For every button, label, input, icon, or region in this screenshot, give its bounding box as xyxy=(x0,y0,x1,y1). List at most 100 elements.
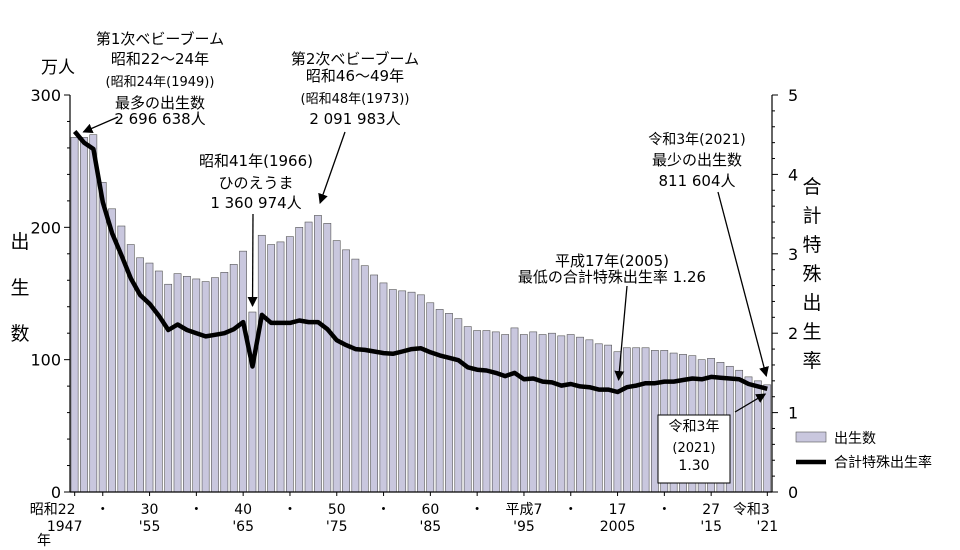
bar-1997 xyxy=(538,334,547,493)
right-axis-label-char: 特 xyxy=(802,234,821,256)
annotation-lowest-tfr-line: 最低の合計特殊出生率 1.26 xyxy=(518,268,706,286)
right-tick-label-1: 1 xyxy=(788,404,798,423)
x-tick-label-1980: ・ xyxy=(377,502,391,518)
left-tick-label-0: 0 xyxy=(51,483,61,502)
x-tick-label-1995: 平成7 xyxy=(505,502,542,518)
bar-2004 xyxy=(604,344,612,493)
right-axis-label-char: 率 xyxy=(802,350,821,372)
bar-1980 xyxy=(379,282,388,493)
right-tick-label-4: 4 xyxy=(788,165,798,184)
bar-2003 xyxy=(594,343,603,493)
bar-1947 xyxy=(70,137,79,493)
right-axis-label-char: 出 xyxy=(802,292,821,314)
bar-1977 xyxy=(351,258,360,493)
annotation-tfr-2021-line: (2021) xyxy=(672,441,715,456)
annotation-hinoeuma-line: ひのえうま xyxy=(218,174,293,192)
bar-1983 xyxy=(407,291,416,493)
x-tick-label-1990: ・ xyxy=(470,502,484,518)
bar-1967 xyxy=(257,234,266,493)
annotation-hinoeuma-line: 1 360 974人 xyxy=(210,194,301,212)
bar-1987 xyxy=(445,313,453,493)
bar-1959 xyxy=(183,275,191,493)
right-axis-label-char: 計 xyxy=(802,205,821,227)
bar-1955 xyxy=(145,262,154,493)
left-axis-label-char: 出 xyxy=(10,231,29,253)
bar-1950 xyxy=(98,182,107,493)
annotation-tfr-2021-line: 令和3年 xyxy=(669,419,720,435)
x-tick-label-2021: 令和3 xyxy=(733,502,770,518)
bar-1991 xyxy=(482,330,491,493)
bar-1949 xyxy=(89,134,98,493)
bar-2018 xyxy=(735,369,744,493)
bar-1973 xyxy=(314,215,322,493)
bar-2000 xyxy=(566,334,575,493)
annotation-second-boom-line: 2 091 983人 xyxy=(309,110,400,128)
x-tick-label-1970: ・ xyxy=(283,502,297,518)
x-tick-label-1985: 60 xyxy=(421,502,439,518)
bar-2005 xyxy=(613,351,622,493)
bar-1979 xyxy=(370,274,378,493)
bar-1966 xyxy=(248,311,257,493)
annotation-lowest-tfr-line: 平成17年(2005) xyxy=(555,252,669,270)
bar-1963 xyxy=(220,272,229,493)
annotation-tfr-2021-line: 1.30 xyxy=(678,458,709,474)
x-tick-sublabel-1975: '75 xyxy=(326,519,348,535)
bar-1948 xyxy=(80,137,88,493)
x-tick-label-1955: 30 xyxy=(141,502,159,518)
bar-1981 xyxy=(388,289,397,493)
bar-1956 xyxy=(154,270,163,493)
bar-2001 xyxy=(576,336,584,493)
bar-1968 xyxy=(267,244,276,493)
bar-2019 xyxy=(744,376,753,493)
right-axis-label-char: 生 xyxy=(802,321,821,343)
bar-1985 xyxy=(426,302,435,493)
bar-1998 xyxy=(548,332,556,493)
x-tick-label-1960: ・ xyxy=(189,502,203,518)
arrow-first-boom xyxy=(82,116,119,134)
x-tick-label-1947: 昭和22 xyxy=(30,502,76,518)
legend-label-births: 出生数 xyxy=(834,431,876,447)
bar-1965 xyxy=(239,250,247,493)
x-tick-label-1950: ・ xyxy=(96,502,110,518)
bar-1958 xyxy=(173,273,182,493)
right-tick-label-2: 2 xyxy=(788,324,798,343)
bar-1971 xyxy=(295,227,304,493)
annotation-box-2021 xyxy=(657,414,731,484)
right-tick-label-5: 5 xyxy=(788,86,798,105)
x-tick-label-2010: ・ xyxy=(657,502,671,518)
bar-2006 xyxy=(622,347,631,493)
left-tick-label-200: 200 xyxy=(30,218,61,237)
arrow-lowest-tfr xyxy=(614,285,628,381)
bar-1961 xyxy=(201,281,210,493)
right-tick-label-0: 0 xyxy=(788,483,798,502)
bar-1976 xyxy=(342,249,350,493)
x-tick-sublabel-2015: '15 xyxy=(700,519,722,535)
annotation-second-boom-line: (昭和48年(1973)) xyxy=(301,92,410,107)
bar-2009 xyxy=(651,350,659,493)
bar-1974 xyxy=(323,223,332,493)
annotation-fewest-births-line: 最少の出生数 xyxy=(652,151,742,169)
arrow-fewest-births xyxy=(717,191,769,377)
x-tick-sublabel-1985: '85 xyxy=(420,519,442,535)
bar-1986 xyxy=(435,309,444,493)
right-axis-label-char: 殊 xyxy=(802,263,821,285)
annotation-first-boom-line: (昭和24年(1949)) xyxy=(106,75,215,90)
x-tick-sublabel-1947: 1947 xyxy=(47,519,83,535)
bar-1978 xyxy=(360,265,369,493)
bar-2007 xyxy=(632,347,641,493)
bar-1962 xyxy=(211,277,219,493)
bar-1970 xyxy=(285,236,294,493)
bar-1993 xyxy=(501,334,510,493)
arrow-second-boom xyxy=(318,131,346,204)
legend-bar-swatch xyxy=(795,431,827,443)
bar-1969 xyxy=(276,241,285,493)
x-tick-sublabel-1995: '95 xyxy=(513,519,535,535)
annotation-fewest-births-line: 令和3年(2021) xyxy=(648,132,745,148)
right-tick-label-3: 3 xyxy=(788,245,798,264)
left-tick-label-100: 100 xyxy=(30,351,61,370)
left-axis-label-char: 生 xyxy=(10,277,29,299)
annotation-second-boom-line: 昭和46～49年 xyxy=(306,67,404,85)
bar-1988 xyxy=(454,318,463,493)
